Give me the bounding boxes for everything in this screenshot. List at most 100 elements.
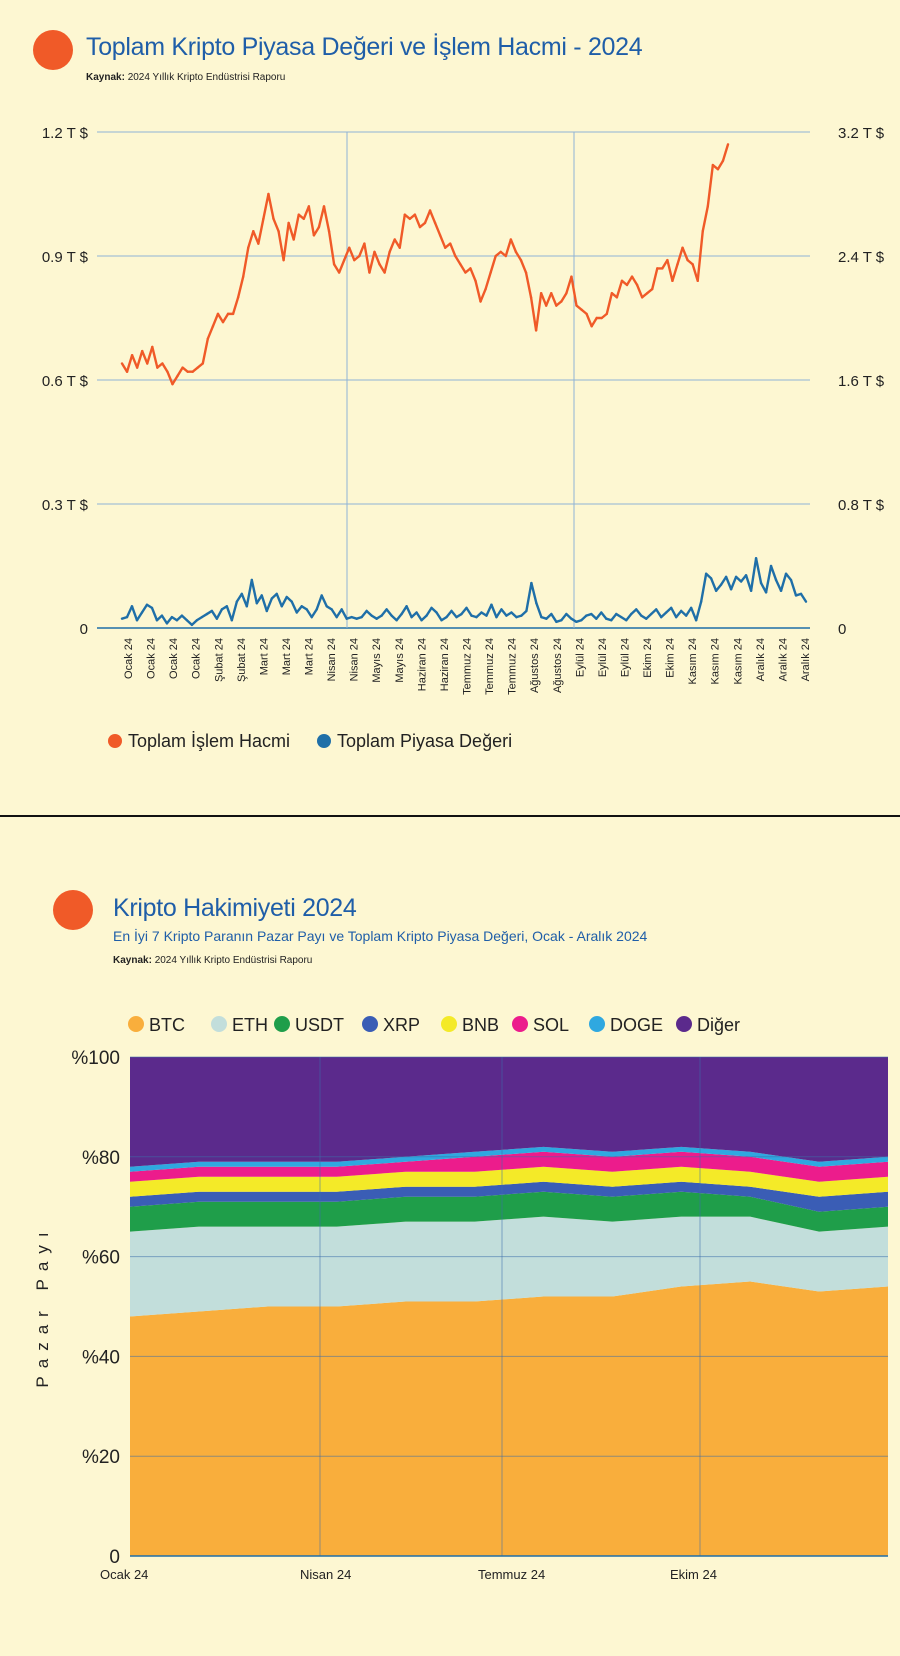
line-segment (120, 362, 129, 373)
x-axis-tick: Temmuz 24 (462, 638, 474, 695)
x-axis-tick: Mayıs 24 (371, 638, 383, 683)
legend-label: SOL (533, 1015, 569, 1035)
line-segment (701, 205, 709, 233)
line-segment (699, 572, 708, 603)
line-segment (605, 292, 614, 316)
line-segment (529, 296, 538, 332)
line-segment (176, 366, 184, 378)
line-segment (380, 608, 388, 617)
line-segment (535, 602, 543, 619)
line-segment (550, 612, 558, 623)
line-segment (360, 609, 368, 619)
line-segment (635, 608, 643, 617)
line-segment (310, 608, 318, 619)
section-divider (0, 815, 900, 817)
line-segment (140, 349, 149, 365)
line-segment (385, 608, 393, 617)
source-label: Kaynak: (86, 72, 125, 83)
x-axis-tick: Şubat 24 (236, 638, 248, 682)
volume-chart-source: Kaynak: 2024 Yıllık Kripto Endüstrisi Ra… (86, 72, 285, 83)
line-segment (550, 292, 558, 307)
line-segment (320, 594, 328, 608)
series-trading-volume (120, 143, 730, 386)
line-segment (125, 354, 134, 373)
line-segment (146, 345, 154, 365)
x-axis-tick: Eylül 24 (619, 638, 631, 677)
line-segment (425, 606, 433, 617)
legend-label: XRP (383, 1015, 420, 1035)
line-segment (484, 271, 492, 291)
line-segment (684, 606, 693, 617)
volume-chart: 0 0.3 T $ 0.6 T $ 0.9 T $ 1.2 T $ 0 0.8 T $ 1.6… (42, 125, 885, 751)
x-axis-tick: Aralık 24 (777, 638, 789, 681)
line-segment (719, 575, 728, 586)
line-segment (774, 578, 783, 592)
line-segment (322, 205, 331, 233)
left-axis-tick: 1.2 T $ (42, 125, 89, 142)
legend-marker (317, 734, 331, 748)
line-segment (252, 229, 260, 245)
line-segment (709, 577, 718, 592)
line-segment (495, 608, 503, 619)
line-segment (681, 246, 689, 262)
right-axis-tick: 1.6 T $ (838, 373, 885, 390)
section-bullet-icon (33, 30, 73, 70)
line-segment (125, 605, 134, 619)
x-axis-tick: Mayıs 24 (394, 638, 406, 683)
line-segment (454, 254, 462, 266)
area-xrp (130, 1181, 888, 1212)
left-axis-tick: 0 (80, 621, 88, 638)
x-axis-tick: Temmuz 24 (484, 638, 496, 695)
y-axis-tick: %80 (82, 1148, 120, 1169)
line-segment (383, 250, 391, 274)
x-axis-tick: Kasım 24 (732, 638, 744, 684)
line-segment (615, 279, 624, 299)
line-segment (287, 221, 295, 241)
line-segment (789, 578, 798, 597)
line-segment (295, 605, 303, 614)
line-segment (130, 354, 139, 369)
x-axis-tick: Temmuz 24 (478, 1567, 545, 1582)
line-segment (635, 283, 644, 299)
line-segment (231, 296, 240, 316)
line-segment (247, 229, 255, 249)
line-segment (277, 229, 285, 262)
line-segment (509, 238, 518, 254)
line-segment (450, 609, 458, 619)
line-segment (171, 374, 179, 386)
line-segment (395, 612, 403, 622)
x-axis-tick: Ocak 24 (123, 638, 135, 679)
line-segment (525, 581, 533, 613)
right-axis-tick: 0 (838, 621, 846, 638)
line-segment (600, 611, 608, 620)
line-segment (363, 242, 371, 274)
x-axis-tick: Ocak 24 (168, 638, 180, 679)
legend-marker (128, 1016, 144, 1032)
line-segment (694, 600, 703, 622)
x-axis-tick: Eylül 24 (574, 638, 586, 677)
line-segment (206, 325, 215, 340)
line-segment (514, 250, 523, 262)
x-axis-tick: Aralık 24 (800, 638, 812, 681)
line-segment (317, 205, 326, 229)
legend-marker (211, 1016, 227, 1032)
line-segment (225, 605, 234, 622)
line-segment (524, 271, 533, 299)
line-segment (267, 192, 275, 221)
x-axis-tick: Ekim 24 (670, 1567, 717, 1582)
line-segment (433, 221, 442, 237)
line-segment (784, 572, 793, 582)
line-segment (769, 564, 778, 582)
line-segment (534, 292, 543, 332)
left-axis-tick: 0.9 T $ (42, 249, 89, 266)
x-axis-tick: Aralık 24 (755, 638, 767, 681)
line-segment (500, 608, 508, 617)
area-btc (130, 1281, 888, 1556)
line-segment (210, 609, 219, 620)
line-segment (744, 574, 753, 592)
line-segment (240, 592, 249, 608)
line-segment (489, 254, 497, 274)
line-segment (445, 609, 453, 619)
x-axis-tick: Kasım 24 (710, 638, 722, 684)
line-segment (539, 292, 548, 307)
